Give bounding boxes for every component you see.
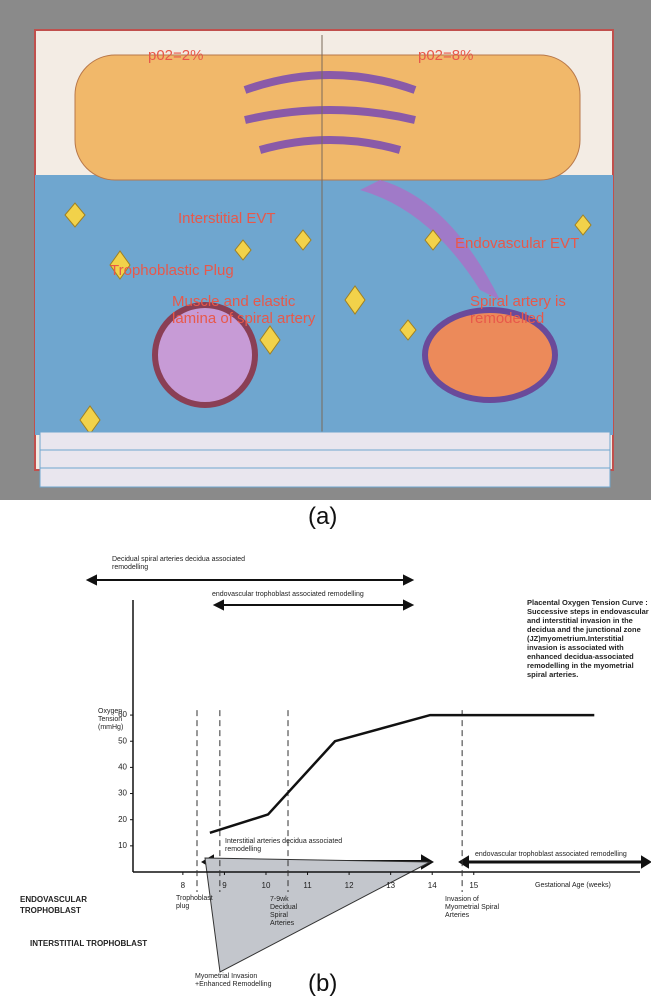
y-tick-label: 50 [118,736,127,745]
arrow-label: Interstitial arteries decidua associated… [225,838,365,854]
x-tick-label: 14 [428,881,437,890]
x-tick-label: 13 [386,881,395,890]
panel-label: (a) [308,503,337,531]
y-tick-label: 30 [118,789,127,798]
x-axis-label: Gestational Age (weeks) [535,882,611,890]
x-tick-label: 8 [181,881,186,890]
x-tick-label: 10 [262,881,271,890]
caption: Placental Oxygen Tension Curve : Success… [527,598,649,679]
y-tick-label: 10 [118,841,127,850]
note: Trophoblast plug [176,895,210,911]
arrow-label: endovascular trophoblast associated remo… [475,851,627,859]
figure: 10203040506089101112131415 p02=2% p02=8%… [0,0,651,1005]
drawing-label: Spiral artery is remodelled [470,293,600,327]
y-axis-label: Oxygen Tension (mmHg) [98,708,130,732]
note: Myometrial Invasion +Enhanced Remodellin… [195,973,290,989]
y-tick-label: 40 [118,762,127,771]
drawing-label: Endovascular EVT [455,235,579,252]
arrow-label: Decidual spiral arteries decidua associa… [112,556,272,572]
oxygen-label: p02=2% [148,47,203,64]
note: 7-9wk Decidual Spiral Arteries [270,896,308,928]
interstitial-wedge [205,858,430,972]
x-tick-label: 11 [303,881,312,890]
arrow-label: endovascular trophoblast associated remo… [212,591,364,599]
y-tick-label: 20 [118,815,127,824]
x-tick-label: 15 [469,881,478,890]
x-tick-label: 12 [345,881,354,890]
drawing-label: Muscle and elastic lamina of spiral arte… [172,293,342,327]
row-label: ENDOVASCULAR TROPHOBLAST [20,894,120,916]
myometrium [40,432,610,487]
oxygen-curve [210,715,594,833]
panel-label: (b) [308,970,337,998]
drawing-label: Trophoblastic Plug [110,262,234,279]
note: Invasion of Myometrial Spiral Arteries [445,896,515,920]
x-tick-label: 9 [222,881,227,890]
oxygen-label: p02=8% [418,47,473,64]
drawing-label: Interstitial EVT [178,210,276,227]
row-label: INTERSTITIAL TROPHOBLAST [30,940,147,948]
